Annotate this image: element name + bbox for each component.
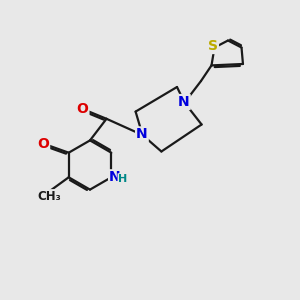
Text: N: N: [136, 128, 148, 141]
Text: H: H: [118, 174, 127, 184]
Text: O: O: [76, 102, 88, 116]
Text: O: O: [37, 137, 49, 151]
Text: N: N: [178, 95, 190, 109]
Text: S: S: [208, 39, 218, 53]
Text: N: N: [109, 170, 121, 184]
Text: CH₃: CH₃: [38, 190, 62, 203]
